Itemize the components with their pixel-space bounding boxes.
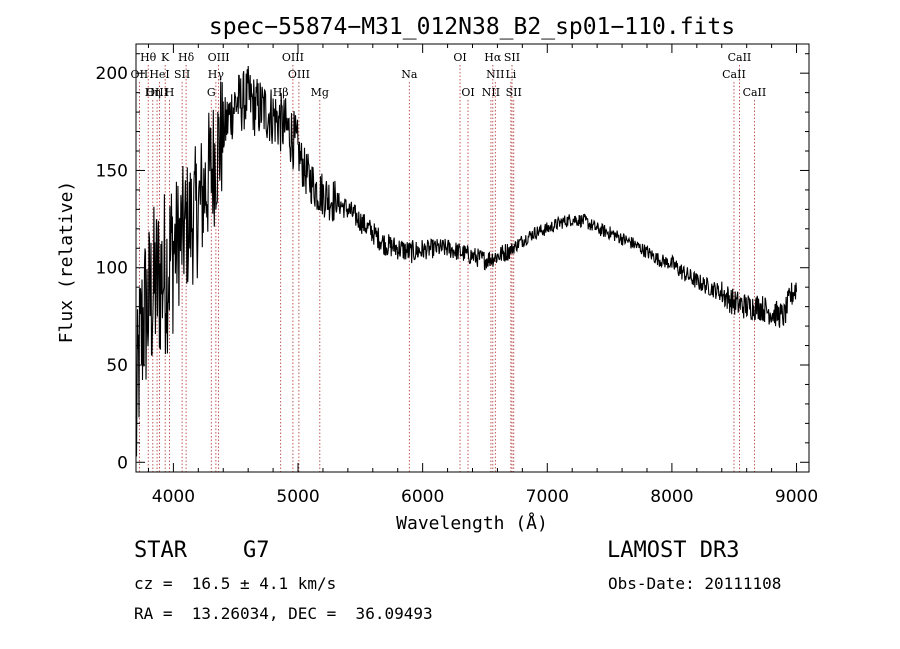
line-label: OIII: [146, 86, 168, 99]
x-tick-label: 4000: [152, 487, 195, 507]
line-label: OIII: [288, 68, 310, 81]
survey-name: LAMOST DR3: [607, 538, 740, 563]
line-label: Hη: [145, 86, 161, 99]
x-axis-label: Wavelength (Å): [396, 512, 548, 534]
line-label: SII: [174, 68, 190, 81]
line-label: SII: [504, 51, 520, 64]
line-label: Hθ: [140, 51, 157, 64]
line-label: CaII: [722, 68, 746, 81]
spectrum-line: [135, 65, 798, 457]
x-tick-label: 8000: [650, 487, 693, 507]
line-label: OI: [461, 86, 474, 99]
chart-title: spec−55874−M31_012N38_B2_sp01−110.fits: [209, 14, 735, 40]
x-axis-ticks: 4000 5000 6000 7000 8000 9000: [147, 44, 818, 507]
line-label: K: [161, 51, 170, 64]
subclass: G7: [243, 538, 270, 563]
y-tick-label: 0: [117, 453, 128, 473]
line-label: Hα: [484, 51, 502, 64]
line-label: Hβ: [273, 86, 289, 99]
line-label: Hδ: [178, 51, 195, 64]
y-tick-label: 50: [106, 356, 128, 376]
line-label: Li: [505, 68, 516, 81]
y-tick-label: 150: [96, 161, 128, 181]
y-axis-label: Flux (relative): [56, 181, 77, 344]
line-label: Hγ: [208, 68, 225, 81]
x-tick-label: 5000: [276, 487, 319, 507]
coordinates: RA = 13.26034, DEC = 36.09493: [134, 604, 433, 623]
line-label: OIII: [208, 51, 230, 64]
line-label: CaII: [728, 51, 752, 64]
observation-date: Obs-Date: 20111108: [608, 574, 782, 593]
line-label: OI: [453, 51, 466, 64]
y-tick-label: 100: [96, 259, 128, 279]
line-label: H: [165, 86, 175, 99]
line-label: CaII: [743, 86, 767, 99]
object-class: STAR: [134, 538, 187, 563]
x-tick-label: 9000: [775, 487, 818, 507]
line-label: G: [207, 86, 216, 99]
x-tick-label: 7000: [526, 487, 569, 507]
y-tick-label: 200: [96, 64, 128, 84]
line-label: OIII: [282, 51, 304, 64]
line-label: OII: [131, 68, 149, 81]
velocity: cz = 16.5 ± 4.1 km/s: [134, 574, 337, 593]
x-tick-label: 6000: [401, 487, 444, 507]
line-label: SII: [506, 86, 522, 99]
line-label: Mg: [311, 86, 329, 99]
y-axis-ticks: 0 50 100 150 200: [96, 53, 809, 473]
line-label: Na: [401, 68, 418, 81]
line-label: HeI: [149, 68, 169, 81]
line-label: NII: [486, 68, 504, 81]
line-label: NII: [482, 86, 500, 99]
